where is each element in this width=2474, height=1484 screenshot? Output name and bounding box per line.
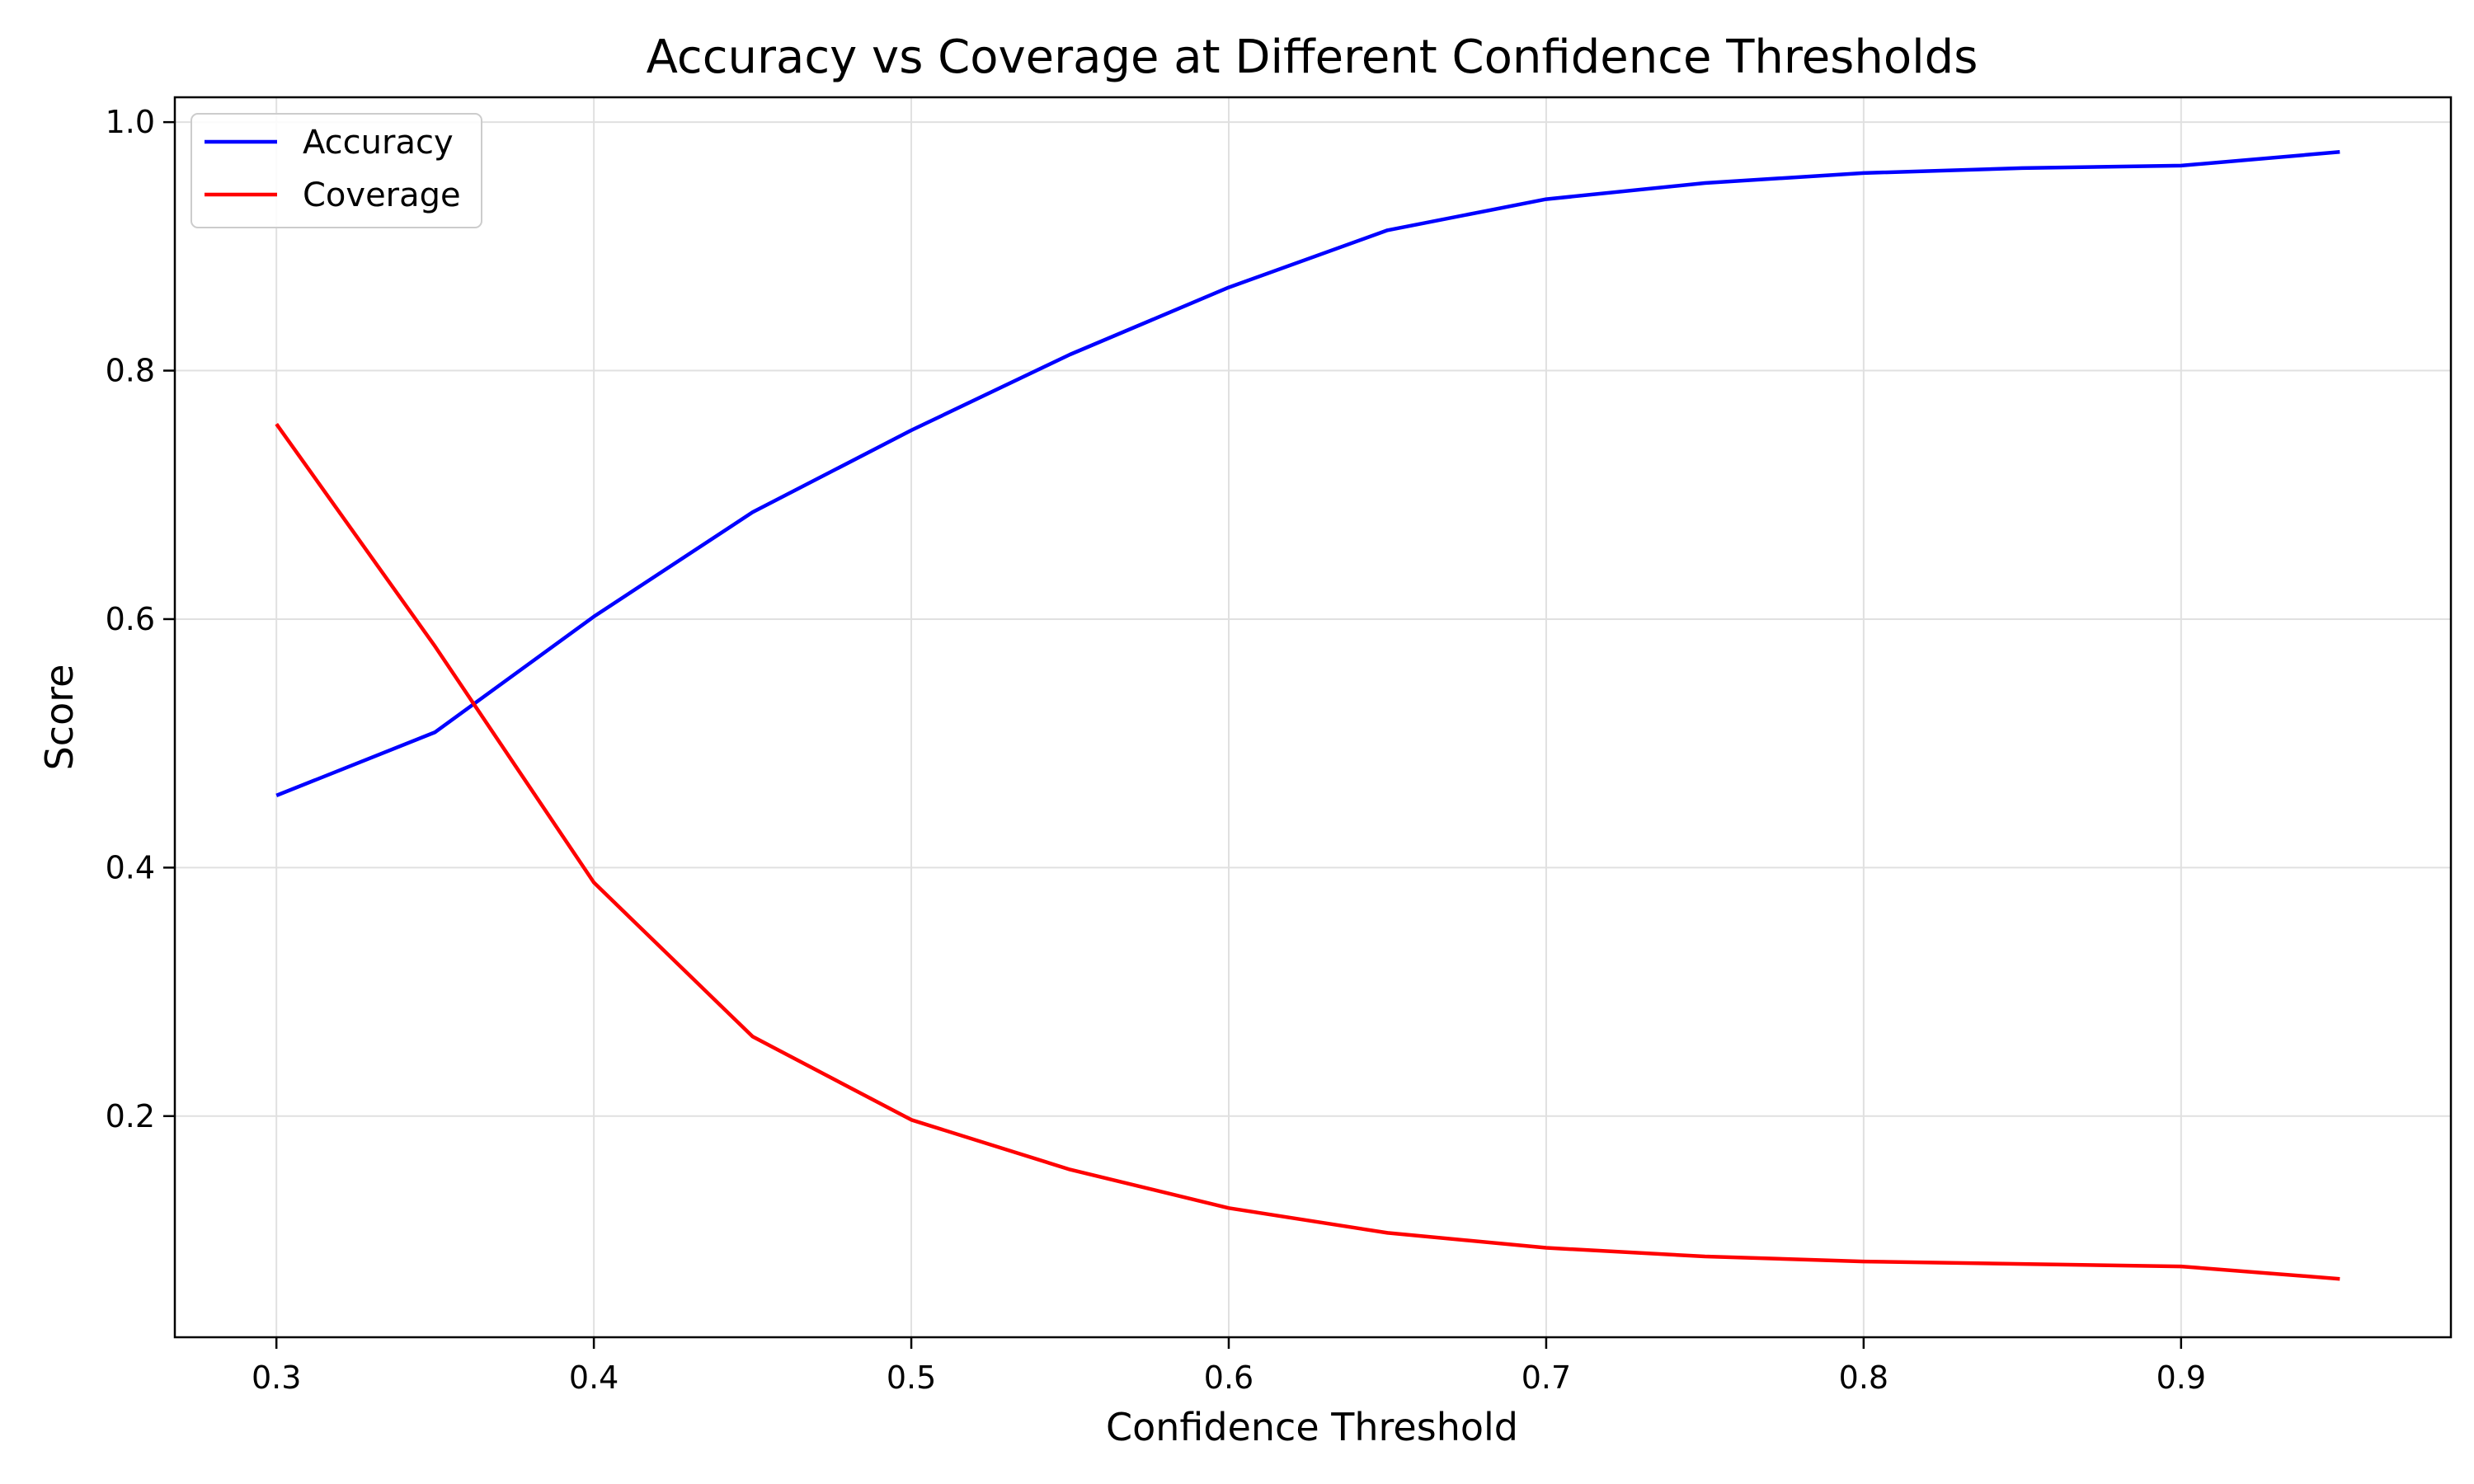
series-line-coverage [275,422,2340,1281]
x-tick-label: 0.6 [1204,1360,1253,1396]
chart-title: Accuracy vs Coverage at Different Confid… [647,31,1978,84]
grid [175,97,2451,1337]
y-tick-label: 0.2 [106,1098,155,1134]
y-axis-label: Score [37,665,82,771]
legend-label-coverage: Coverage [303,176,461,214]
x-tick-label: 0.8 [1839,1360,1888,1396]
x-tick-label: 0.7 [1522,1360,1571,1396]
x-tick-label: 0.3 [252,1360,301,1396]
x-tick-label: 0.4 [569,1360,618,1396]
legend: Accuracy Coverage [190,113,482,228]
x-tick-label: 0.5 [887,1360,936,1396]
y-tick-label: 0.8 [106,353,155,389]
x-axis-ticks: 0.3 0.4 0.5 0.6 0.7 0.8 0.9 [252,1337,2206,1396]
legend-label-accuracy: Accuracy [303,124,454,162]
series-layer [275,150,2340,1281]
y-tick-label: 0.6 [106,601,155,637]
y-axis-ticks: 0.2 0.4 0.6 0.8 1.0 [106,104,175,1134]
plot-frame [173,96,2453,1339]
series-line-accuracy [275,150,2340,797]
x-axis-label: Confidence Threshold [1106,1405,1518,1449]
y-tick-label: 1.0 [106,104,155,140]
x-tick-label: 0.9 [2157,1360,2206,1396]
y-tick-label: 0.4 [106,849,155,885]
